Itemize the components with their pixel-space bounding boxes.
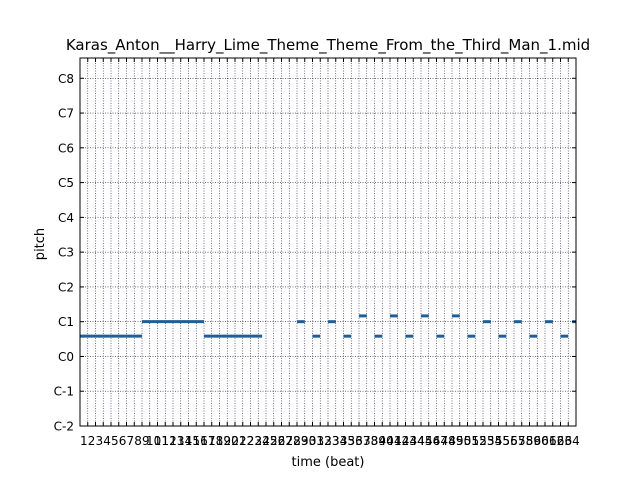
x-tick-label: 26	[270, 434, 285, 448]
chart-title: Karas_Anton__Harry_Lime_Theme_Theme_From…	[66, 36, 590, 55]
x-tick-label: 56	[502, 434, 517, 448]
x-tick-label: 37	[355, 434, 370, 448]
x-tick-label: 31	[309, 434, 324, 448]
x-tick-label: 24	[254, 434, 269, 448]
notes	[80, 314, 576, 338]
y-tick-label: C3	[58, 246, 74, 260]
y-tick-label: C4	[58, 211, 74, 225]
x-tick-label: 35	[340, 434, 355, 448]
x-tick-label: 22	[239, 434, 254, 448]
y-tick-label: C8	[58, 72, 74, 86]
x-tick-label: 58	[518, 434, 533, 448]
x-tick-label: 7	[127, 434, 135, 448]
x-tick-label: 41	[386, 434, 401, 448]
x-tick-label: 29	[293, 434, 308, 448]
x-tick-label: 43	[402, 434, 417, 448]
y-tick-label: C-1	[54, 385, 74, 399]
x-tick-label: 5	[111, 434, 119, 448]
x-tick-label: 42	[394, 434, 409, 448]
x-axis: 1 2 3 4 5 6 7 8 91011121314151617181920212223242…	[79, 58, 580, 448]
x-tick-label: 13	[169, 434, 184, 448]
x-tick-label: 21	[231, 434, 246, 448]
x-tick-label: 48	[440, 434, 455, 448]
y-axis: C-2 C-1 C0 C1 C2 C3 C4 C5 C6 C7 C8	[54, 72, 576, 434]
y-tick-label: C5	[58, 176, 74, 190]
x-tick-label: 40	[378, 434, 393, 448]
x-tick-label: 2	[88, 434, 96, 448]
x-tick-label: 62	[549, 434, 564, 448]
x-tick-label: 20	[223, 434, 238, 448]
x-tick-label: 27	[278, 434, 293, 448]
x-tick-label: 59	[526, 434, 541, 448]
x-tick-label: 30	[301, 434, 316, 448]
x-tick-label: 53	[479, 434, 494, 448]
x-tick-label: 8	[134, 434, 142, 448]
x-tick-label: 19	[216, 434, 231, 448]
x-tick-label: 6	[119, 434, 127, 448]
y-tick-label: C1	[58, 315, 74, 329]
x-axis-label: time (beat)	[292, 455, 365, 470]
x-tick-label: 52	[471, 434, 486, 448]
x-tick-label: 44	[409, 434, 424, 448]
x-tick-label: 36	[347, 434, 362, 448]
x-tick-label: 11	[154, 434, 169, 448]
x-tick-label: 50	[456, 434, 471, 448]
y-tick-label: C-2	[54, 420, 74, 434]
y-tick-label: C2	[58, 280, 74, 294]
x-tick-label: 33	[324, 434, 339, 448]
x-tick-label: 1	[80, 434, 88, 448]
x-tick-label: 28	[285, 434, 300, 448]
x-tick-label: 55	[495, 434, 510, 448]
y-tick-label: C6	[58, 141, 74, 155]
x-tick-label: 9	[142, 434, 150, 448]
x-tick-label: 46	[425, 434, 440, 448]
x-tick-label: 16	[192, 434, 207, 448]
x-tick-label: 15	[185, 434, 200, 448]
x-tick-label: 47	[433, 434, 448, 448]
y-tick-label: C0	[58, 350, 74, 364]
x-tick-label: 38	[363, 434, 378, 448]
x-tick-label: 12	[161, 434, 176, 448]
x-tick-label: 51	[464, 434, 479, 448]
x-tick-label: 49	[448, 434, 463, 448]
grid	[79, 58, 577, 427]
x-tick-label: 14	[177, 434, 192, 448]
x-tick-label: 57	[510, 434, 525, 448]
x-tick-label: 25	[262, 434, 277, 448]
x-tick-label: 34	[332, 434, 347, 448]
x-tick-label: 23	[247, 434, 262, 448]
y-tick-label: C7	[58, 107, 74, 121]
x-tick-label: 17	[200, 434, 215, 448]
x-tick-label: 4	[103, 434, 111, 448]
x-tick-label: 45	[417, 434, 432, 448]
x-tick-label: 10	[146, 434, 161, 448]
x-tick-label: 64	[564, 434, 579, 448]
plot-frame	[79, 57, 577, 427]
x-tick-label: 3	[96, 434, 104, 448]
x-tick-label: 32	[316, 434, 331, 448]
x-tick-label: 60	[533, 434, 548, 448]
x-tick-label: 61	[541, 434, 556, 448]
x-tick-label: 54	[487, 434, 502, 448]
y-axis-label: pitch	[33, 228, 48, 260]
x-tick-label: 63	[557, 434, 572, 448]
x-tick-label: 18	[208, 434, 223, 448]
x-tick-label: 39	[371, 434, 386, 448]
